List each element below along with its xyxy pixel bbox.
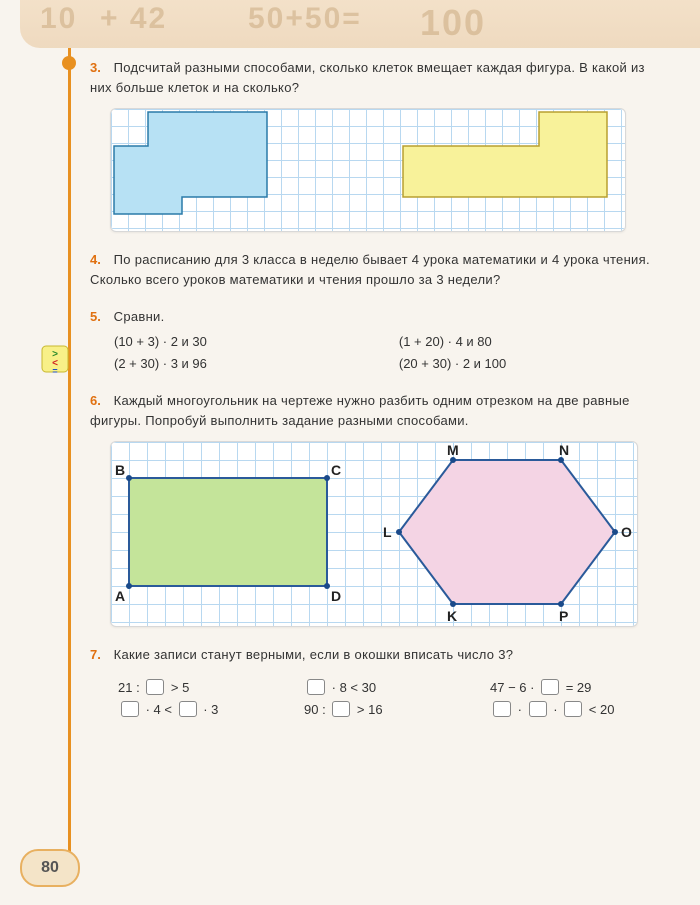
eq-part: · 4 < [142, 702, 176, 717]
task-number: 5. [90, 309, 110, 324]
compare-icon: > < = [40, 344, 70, 374]
task-5: 5. Сравни. (10 + 3) · 2 и 30 (2 + 30) · … [90, 307, 664, 375]
eq-part: > 5 [167, 680, 189, 695]
vertex-label: O [621, 524, 632, 540]
vertex-label: C [331, 462, 341, 478]
task-title: Сравни. [114, 309, 165, 324]
vertex-label: M [447, 442, 459, 458]
equation: 21 : > 5 [118, 679, 276, 695]
task-text: По расписанию для 3 класса в неделю быва… [90, 252, 650, 287]
task-6: 6. Каждый многоугольник на чертеже нужно… [90, 391, 664, 627]
task-7: 7. Какие записи станут верными, если в о… [90, 645, 664, 717]
vertex-label: P [559, 608, 568, 624]
vertex-label: B [115, 462, 125, 478]
margin-rule [68, 48, 71, 865]
eq-part: < 20 [585, 702, 614, 717]
header-ghost-d: 100 [420, 2, 486, 44]
vertex-label: L [383, 524, 392, 540]
task-text: Каждый многоугольник на чертеже нужно ра… [90, 393, 630, 428]
equation: · 4 < · 3 [118, 701, 276, 717]
polygon-grid-panel: A B C D M N L O K P [110, 441, 638, 627]
answer-box[interactable] [146, 679, 164, 695]
task-number: 4. [90, 252, 110, 267]
header-ghost-c: 50+50= [248, 2, 362, 36]
task-text: Подсчитай разными способами, сколько кле… [90, 60, 645, 95]
answer-box[interactable] [332, 701, 350, 717]
answer-box[interactable] [541, 679, 559, 695]
header-ghost-a: 10 [40, 2, 77, 36]
header-ghost-b: + 42 [100, 2, 167, 36]
shapes-svg [111, 109, 627, 233]
polygons-svg [111, 442, 639, 628]
answer-box[interactable] [493, 701, 511, 717]
task-number: 7. [90, 647, 110, 662]
equation: · · < 20 [490, 701, 648, 717]
svg-text:=: = [52, 366, 57, 374]
vertex-label: D [331, 588, 341, 604]
answer-box[interactable] [179, 701, 197, 717]
eq-part: · 8 < 30 [328, 680, 376, 695]
vertex-label: A [115, 588, 125, 604]
vertex-label: K [447, 608, 457, 624]
task-4: 4. По расписанию для 3 класса в неделю б… [90, 250, 664, 290]
answer-box[interactable] [307, 679, 325, 695]
eq-part: · 3 [200, 702, 219, 717]
page-number-badge: 80 [20, 849, 80, 887]
compare-expr: (2 + 30) · 3 и 96 [90, 353, 371, 375]
task-number: 3. [90, 60, 110, 75]
eq-part: 90 : [304, 702, 329, 717]
answer-box[interactable] [121, 701, 139, 717]
equation: 47 − 6 · = 29 [490, 679, 648, 695]
eq-part: · [514, 702, 526, 717]
vertex-label: N [559, 442, 569, 458]
eq-part: = 29 [562, 680, 591, 695]
task-3: 3. Подсчитай разными способами, сколько … [90, 58, 664, 232]
equation: · 8 < 30 [304, 679, 462, 695]
task-text: Какие записи станут верными, если в окош… [114, 647, 514, 662]
compare-expr: (20 + 30) · 2 и 100 [375, 353, 656, 375]
figure-grid-panel [110, 108, 626, 232]
margin-dot [62, 56, 76, 70]
eq-part: 47 − 6 · [490, 680, 538, 695]
eq-part: 21 : [118, 680, 143, 695]
eq-part: > 16 [353, 702, 382, 717]
compare-expr: (1 + 20) · 4 и 80 [375, 331, 656, 353]
task-number: 6. [90, 393, 110, 408]
compare-expr: (10 + 3) · 2 и 30 [90, 331, 371, 353]
equation: 90 : > 16 [304, 701, 462, 717]
answer-box[interactable] [564, 701, 582, 717]
eq-part: · [550, 702, 562, 717]
answer-box[interactable] [529, 701, 547, 717]
